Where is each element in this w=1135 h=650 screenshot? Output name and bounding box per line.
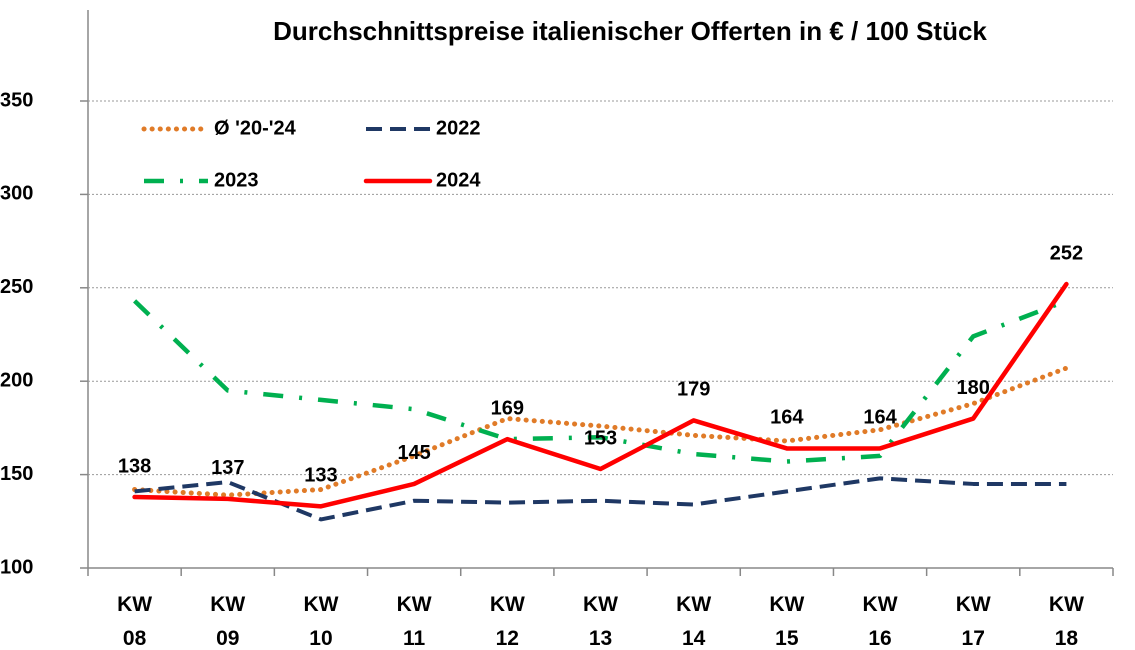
x-tick-label: KW 15 [769, 593, 805, 650]
data-label: 169 [491, 397, 524, 419]
series-line [133, 298, 1068, 464]
y-tick-label: 150 [0, 463, 33, 485]
x-tick-label: KW 12 [489, 593, 525, 650]
data-label: 133 [304, 465, 337, 487]
x-tick-label: KW 13 [583, 593, 618, 650]
data-label: 180 [957, 377, 990, 399]
data-label: 164 [863, 407, 897, 429]
data-label: 252 [1050, 242, 1083, 264]
data-label: 145 [397, 442, 430, 464]
series-line [134, 476, 1067, 522]
legend-label: 2024 [436, 169, 481, 191]
legend-label: Ø '20-'24 [214, 117, 297, 139]
y-tick-label: 200 [0, 369, 33, 391]
x-tick-label: KW 16 [862, 593, 898, 650]
y-tick-label: 350 [0, 89, 33, 111]
series-line [132, 281, 1069, 509]
legend-label: 2023 [214, 169, 259, 191]
x-tick-label: KW 17 [955, 593, 991, 650]
data-label: 179 [677, 379, 710, 401]
x-tick-label: KW 10 [303, 593, 339, 650]
x-tick-label: KW 18 [1048, 593, 1084, 650]
data-label: 138 [118, 455, 151, 477]
y-tick-label: 300 [0, 183, 33, 205]
x-tick-label: KW 11 [396, 593, 432, 650]
chart-title: Durchschnittspreise italienischer Offert… [273, 16, 987, 46]
x-tick-label: KW 08 [117, 593, 153, 650]
x-tick-label: KW 09 [210, 593, 246, 650]
series-line [132, 365, 1069, 498]
data-label: 137 [211, 457, 244, 479]
x-tick-label: KW 14 [676, 593, 712, 650]
legend-label: 2022 [436, 117, 481, 139]
y-tick-label: 100 [0, 556, 33, 578]
data-label: 153 [584, 427, 617, 449]
y-tick-label: 250 [0, 276, 33, 298]
data-label: 164 [770, 407, 804, 429]
